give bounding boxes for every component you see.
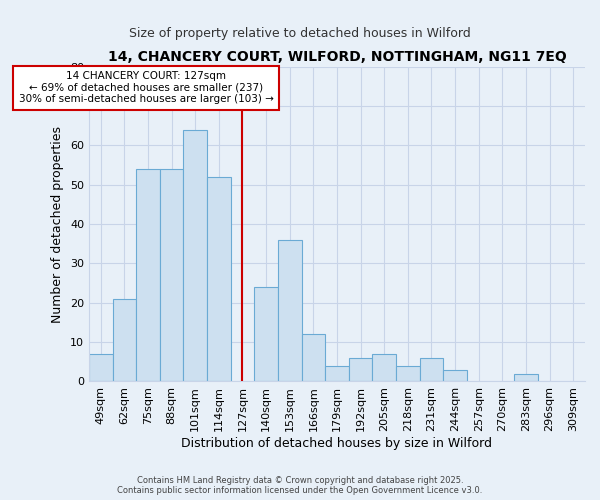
Text: 14 CHANCERY COURT: 127sqm
← 69% of detached houses are smaller (237)
30% of semi: 14 CHANCERY COURT: 127sqm ← 69% of detac… bbox=[19, 72, 274, 104]
Bar bbox=[443, 370, 467, 382]
X-axis label: Distribution of detached houses by size in Wilford: Distribution of detached houses by size … bbox=[181, 437, 493, 450]
Bar bbox=[325, 366, 349, 382]
Bar bbox=[89, 354, 113, 382]
Bar bbox=[373, 354, 396, 382]
Bar bbox=[396, 366, 419, 382]
Bar bbox=[254, 287, 278, 382]
Bar bbox=[349, 358, 373, 382]
Bar bbox=[207, 177, 230, 382]
Y-axis label: Number of detached properties: Number of detached properties bbox=[52, 126, 64, 322]
Text: Size of property relative to detached houses in Wilford: Size of property relative to detached ho… bbox=[129, 28, 471, 40]
Bar bbox=[514, 374, 538, 382]
Bar bbox=[160, 169, 184, 382]
Bar bbox=[184, 130, 207, 382]
Text: Contains HM Land Registry data © Crown copyright and database right 2025.
Contai: Contains HM Land Registry data © Crown c… bbox=[118, 476, 482, 495]
Bar bbox=[113, 299, 136, 382]
Title: 14, CHANCERY COURT, WILFORD, NOTTINGHAM, NG11 7EQ: 14, CHANCERY COURT, WILFORD, NOTTINGHAM,… bbox=[107, 50, 566, 64]
Bar bbox=[136, 169, 160, 382]
Bar bbox=[278, 240, 302, 382]
Bar bbox=[302, 334, 325, 382]
Bar bbox=[419, 358, 443, 382]
